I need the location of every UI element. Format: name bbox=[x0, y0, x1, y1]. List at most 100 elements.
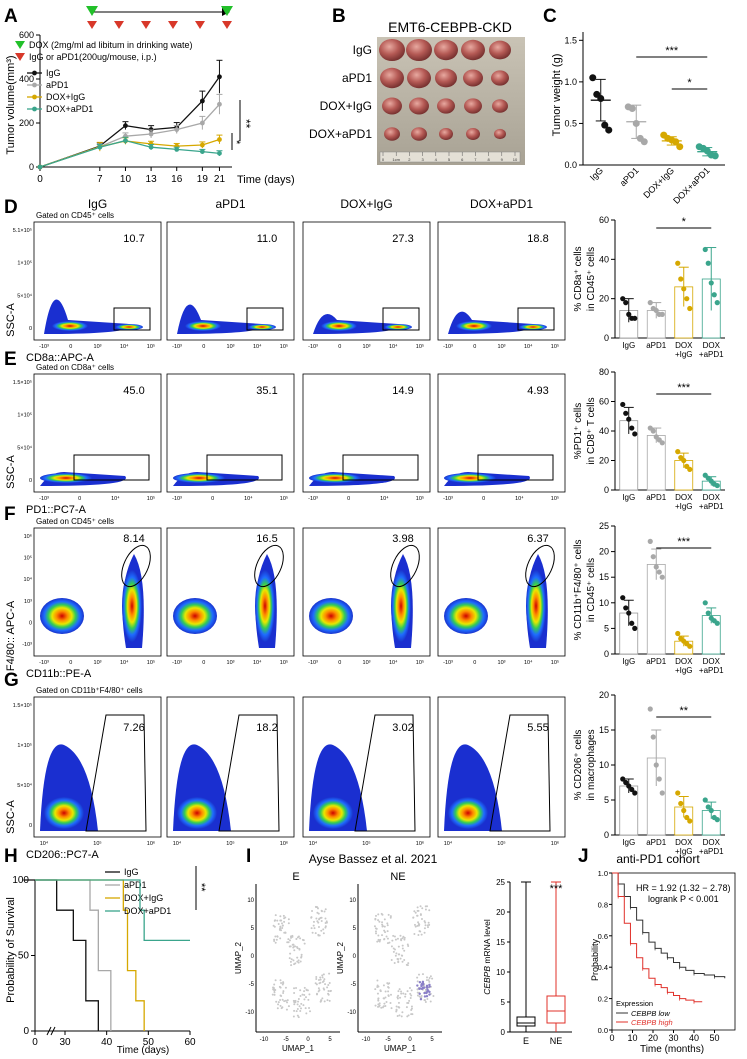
gate-percentage: 16.5 bbox=[256, 533, 277, 545]
dox-legend-label: DOX (2mg/ml ad libitum in drinking wate) bbox=[29, 40, 193, 50]
flow-gate bbox=[477, 454, 554, 481]
umap-cell bbox=[373, 925, 376, 928]
flow-gate bbox=[85, 714, 147, 832]
data-point bbox=[678, 800, 684, 807]
ruler-tick-label: 0 bbox=[382, 157, 385, 162]
umap-cell bbox=[383, 925, 386, 928]
gate-label: Gated on CD45⁺ cells bbox=[36, 517, 114, 526]
flow-x-tick-label: 10⁴ bbox=[120, 659, 129, 666]
umap-cell bbox=[299, 1010, 302, 1013]
y-tick-label: 60 bbox=[599, 397, 609, 407]
y-tick-label: 0.2 bbox=[598, 995, 608, 1004]
gate-label: Gated on CD45⁺ cells bbox=[36, 211, 114, 220]
flow-x-tick-label: 10⁵ bbox=[551, 659, 559, 666]
density-hotspot bbox=[115, 324, 143, 330]
y-tick-label: 0.0 bbox=[598, 1026, 608, 1035]
umap-cell bbox=[386, 942, 389, 945]
flow-x-tick-label: 10⁵ bbox=[280, 659, 288, 666]
flow-plot-f-2: -10³ 0 10³ 10⁴ 10⁵ 16.5 bbox=[166, 527, 295, 666]
y-tick-label: 20 bbox=[599, 294, 609, 304]
ruler-tick-label: 8 bbox=[487, 157, 490, 162]
umap-x-tick-label: 5 bbox=[430, 1037, 434, 1043]
y-tick-label: 5 bbox=[604, 795, 609, 805]
panel-b-tumor-photo: EMT6-CEBPB-CKD IgG aPD1 DOX+IgG DOX+aPD1 0 1… bbox=[309, 19, 525, 165]
umap-cell bbox=[383, 918, 386, 921]
data-point bbox=[705, 804, 711, 810]
umap-cell bbox=[324, 917, 327, 920]
umap-cell bbox=[312, 920, 315, 923]
flow-y-tick-label: 0 bbox=[29, 620, 32, 626]
umap-cell bbox=[279, 1004, 282, 1007]
dox-legend-icon bbox=[15, 41, 25, 49]
umap-cell bbox=[273, 983, 276, 986]
umap-cell bbox=[386, 924, 389, 927]
density-hotspot bbox=[255, 570, 275, 642]
flow-gate bbox=[517, 307, 555, 331]
umap-cell bbox=[382, 997, 385, 1000]
bar-y-label: % CD11b⁺F4/80⁺ cells bbox=[573, 540, 584, 641]
density-hotspot bbox=[177, 797, 217, 829]
density-hotspot bbox=[309, 598, 353, 634]
tumor-photo-title: EMT6-CEBPB-CKD bbox=[388, 19, 512, 35]
x-category-label: IgG bbox=[588, 165, 605, 182]
ruler-body bbox=[379, 151, 521, 163]
umap-cell bbox=[432, 994, 435, 997]
umap-cell bbox=[420, 917, 423, 920]
tumor-weight-ylabel: Tumor weight (g) bbox=[551, 54, 563, 137]
bar-category-label: aPD1 bbox=[646, 493, 667, 502]
flow-y-tick-label: 5×10⁴ bbox=[17, 444, 32, 451]
flow-x-tick-label: -10³ bbox=[172, 660, 182, 666]
flow-x-tick-label: 10³ bbox=[227, 344, 235, 350]
umap-cell bbox=[276, 935, 279, 938]
umap-cell bbox=[381, 934, 384, 937]
flow-x-tick-label: 10⁵ bbox=[226, 840, 234, 847]
umap-cell bbox=[304, 996, 307, 999]
density-hotspot bbox=[526, 570, 546, 642]
umap-title: NE bbox=[390, 871, 405, 883]
umap-cell bbox=[280, 922, 283, 925]
umap-cell bbox=[310, 916, 313, 919]
umap-cell bbox=[410, 1007, 413, 1010]
gate-percentage: 14.9 bbox=[392, 385, 413, 397]
umap-cell bbox=[400, 954, 403, 957]
flow-x-tick-label: 10⁴ bbox=[244, 495, 253, 502]
umap-cell bbox=[420, 933, 423, 936]
umap-cell bbox=[429, 975, 432, 978]
umap-cell bbox=[307, 998, 310, 1001]
umap-cell bbox=[392, 947, 395, 950]
umap-cell bbox=[293, 945, 296, 948]
bar-category-label: aPD1 bbox=[646, 341, 667, 350]
umap-cell bbox=[409, 996, 412, 999]
umap-cell bbox=[305, 1012, 308, 1015]
bar-category-label: DOX bbox=[703, 838, 721, 847]
data-point bbox=[711, 292, 717, 298]
umap-y-tick-label: -5 bbox=[249, 982, 255, 988]
tumor-sample bbox=[406, 38, 432, 62]
umap-x-label: UMAP_1 bbox=[282, 1044, 315, 1053]
tumor-row-label: DOX+aPD1 bbox=[309, 127, 372, 141]
data-point bbox=[714, 817, 720, 823]
flow-plot-e-2: -10³ 0 10⁴ 10⁵ 35.1 bbox=[166, 373, 295, 502]
umap-cell bbox=[414, 911, 417, 914]
umap-cell bbox=[396, 937, 399, 940]
sig-igg-vs-doxapd1: ** bbox=[239, 119, 253, 129]
umap-cell bbox=[314, 932, 317, 935]
umap-cell bbox=[423, 927, 426, 930]
data-point bbox=[626, 311, 632, 317]
flow-x-tick-label: 10⁴ bbox=[40, 840, 49, 847]
umap-cell bbox=[321, 974, 324, 977]
series-line-DOX+aPD1 bbox=[39, 139, 220, 168]
umap-cell bbox=[319, 981, 322, 984]
umap-cell bbox=[421, 907, 424, 910]
axis-break bbox=[46, 1026, 52, 1036]
flow-x-tick-label: 10⁶ bbox=[416, 840, 424, 847]
flow-column-header: DOX+IgG bbox=[340, 197, 392, 211]
umap-cell bbox=[401, 944, 404, 947]
umap-title: E bbox=[292, 871, 299, 883]
umap-cell bbox=[297, 961, 300, 964]
umap-cell bbox=[279, 999, 282, 1002]
data-point bbox=[702, 246, 708, 253]
